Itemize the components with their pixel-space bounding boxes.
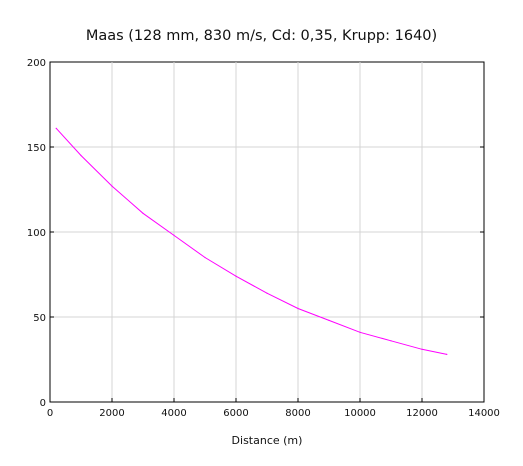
x-tick-label: 10000 [344, 408, 376, 419]
data-point [55, 127, 57, 129]
chart-title: Maas (128 mm, 830 m/s, Cd: 0,35, Krupp: … [85, 28, 438, 44]
x-tick-label: 12000 [406, 408, 438, 419]
data-point [142, 212, 144, 214]
grid-lines [50, 62, 484, 402]
x-tick-label: 8000 [285, 408, 310, 419]
data-point [204, 256, 206, 259]
x-tick-label: 6000 [223, 408, 248, 419]
data-point [328, 319, 330, 321]
data-point [111, 185, 113, 187]
data-point [359, 331, 361, 333]
data-point [173, 234, 175, 236]
data-point [80, 154, 82, 157]
data-point [266, 292, 268, 294]
x-tick-label: 4000 [161, 408, 186, 419]
y-tick-label: 0 [40, 398, 46, 409]
data-point [446, 353, 448, 355]
data-point [390, 340, 392, 342]
x-axis-label: Distance (m) [231, 434, 303, 447]
y-tick-label: 150 [27, 143, 46, 154]
series-group [55, 127, 448, 355]
y-tick-label: 200 [27, 58, 46, 69]
x-tick-label: 0 [47, 408, 53, 419]
x-tick-label: 14000 [468, 408, 500, 419]
x-tick-label: 2000 [99, 408, 124, 419]
axis-ticks: 0 2000 4000 6000 8000 10000 12000 14000 0 50 100 15… [27, 58, 500, 419]
data-point [421, 348, 423, 350]
y-tick-label: 50 [33, 313, 46, 324]
y-tick-label: 100 [27, 228, 46, 239]
data-point [235, 275, 237, 277]
series-line [55, 127, 447, 355]
data-point [297, 307, 299, 310]
